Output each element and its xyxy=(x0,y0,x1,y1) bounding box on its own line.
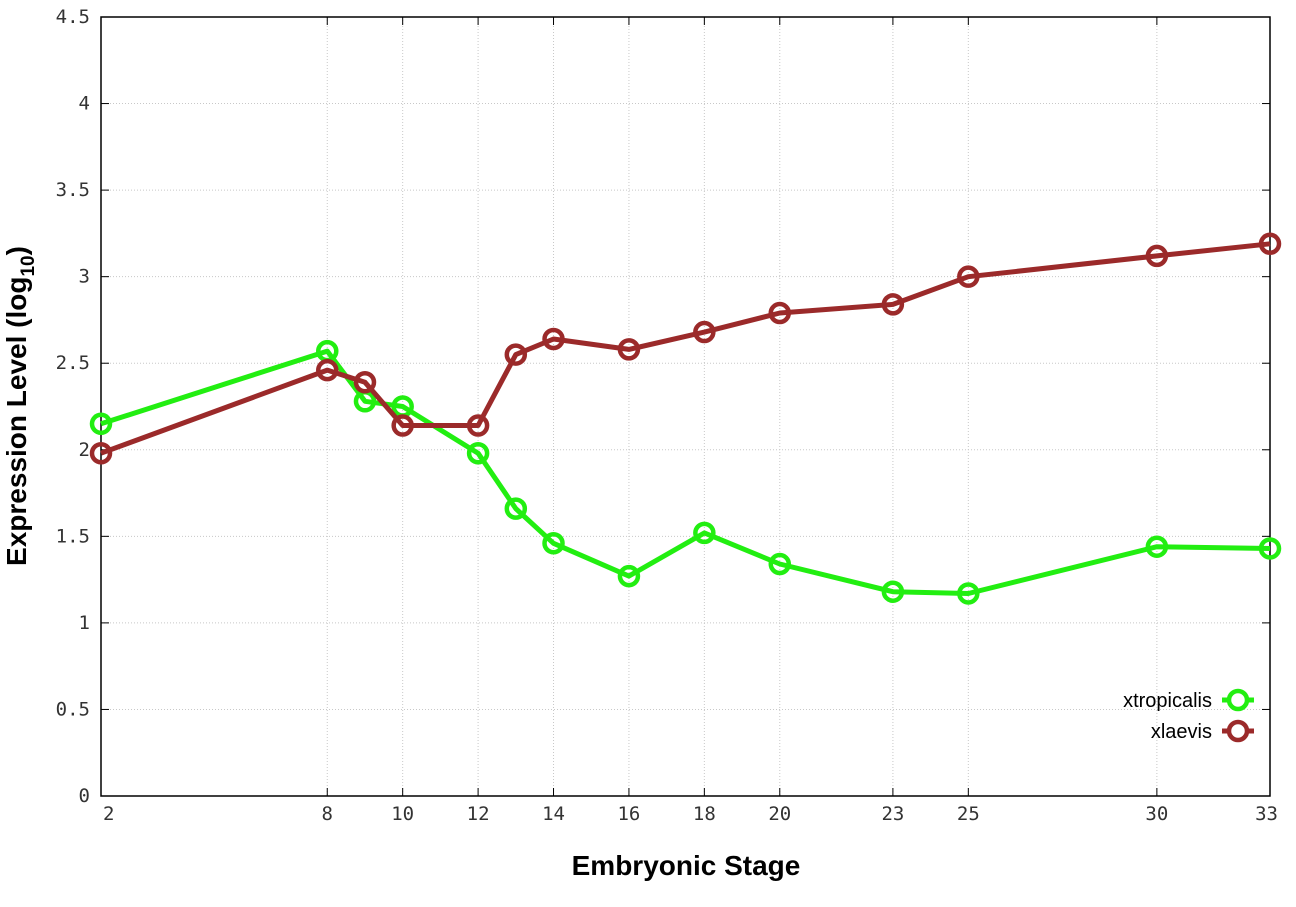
data-point xyxy=(617,338,641,361)
data-point xyxy=(957,582,980,605)
legend-marker xyxy=(1226,688,1250,712)
data-point xyxy=(768,552,792,576)
y-axis-title: Expression Level (log10) xyxy=(1,246,39,566)
data-point xyxy=(89,412,113,436)
x-axis-title: Embryonic Stage xyxy=(572,850,801,881)
data-point xyxy=(957,265,980,288)
x-tick-label: 20 xyxy=(768,803,791,825)
data-point xyxy=(316,358,339,382)
y-tick-label: 2.5 xyxy=(56,352,90,374)
y-axis-title-main: Expression Level (log xyxy=(1,277,32,566)
series-layer xyxy=(89,232,1282,605)
data-point xyxy=(542,327,565,351)
y-tick-label: 2 xyxy=(79,439,90,461)
y-tick-label: 0.5 xyxy=(56,698,90,720)
data-point xyxy=(1258,232,1282,256)
data-point xyxy=(1145,244,1169,268)
ticks-layer: 0 0.5 1 1.5 2 2.5 3 3.5 4 4.5 2 8 10 12 14 16 18 20 23 25 30… xyxy=(56,6,1278,825)
grid-layer xyxy=(101,17,1270,796)
x-tick-label: 18 xyxy=(693,803,716,825)
legend-item-xlaevis: xlaevis xyxy=(1151,719,1254,743)
y-tick-label: 0 xyxy=(79,785,90,807)
x-tick-label: 16 xyxy=(617,803,640,825)
series-xtropicalis xyxy=(89,339,1282,605)
data-point xyxy=(1145,535,1169,558)
data-point xyxy=(768,301,792,325)
data-point xyxy=(1258,537,1282,560)
x-tick-label: 23 xyxy=(881,803,904,825)
series-xlaevis xyxy=(89,232,1282,465)
y-tick-label: 3.5 xyxy=(56,179,90,201)
y-tick-label: 4 xyxy=(79,93,90,115)
x-tick-label: 30 xyxy=(1145,803,1168,825)
x-tick-label: 12 xyxy=(467,803,490,825)
series-line xyxy=(100,241,1271,456)
x-tick-label: 33 xyxy=(1255,803,1278,825)
data-point xyxy=(391,414,414,437)
x-tick-label: 10 xyxy=(391,803,414,825)
x-tick-label: 8 xyxy=(322,803,333,825)
y-tick-label: 1.5 xyxy=(56,525,90,547)
data-point xyxy=(504,497,528,520)
data-point xyxy=(89,441,113,465)
x-tick-label: 2 xyxy=(103,803,114,825)
data-point xyxy=(693,320,716,344)
data-point xyxy=(504,343,528,366)
data-point xyxy=(316,339,339,363)
legend-label: xlaevis xyxy=(1151,721,1212,743)
legend-marker xyxy=(1226,719,1250,743)
data-point xyxy=(466,414,490,437)
data-point xyxy=(617,564,641,588)
legend-label: xtropicalis xyxy=(1123,690,1212,712)
y-axis-title-subscript: 10 xyxy=(18,255,39,276)
data-point xyxy=(881,293,905,316)
data-point xyxy=(353,371,377,394)
data-point xyxy=(353,390,377,413)
data-point xyxy=(391,395,414,418)
plot-frame xyxy=(100,16,1271,797)
legend: xtropicalis xlaevis xyxy=(1123,688,1254,743)
series-line xyxy=(100,348,1271,596)
y-axis-title-close: ) xyxy=(1,246,32,255)
x-tick-label: 14 xyxy=(542,803,565,825)
x-tick-label: 25 xyxy=(957,803,980,825)
y-tick-label: 1 xyxy=(79,612,90,634)
y-tick-label: 4.5 xyxy=(56,6,90,28)
legend-item-xtropicalis: xtropicalis xyxy=(1123,688,1254,712)
data-point xyxy=(542,532,565,555)
data-point xyxy=(466,441,490,465)
y-tick-label: 3 xyxy=(79,266,90,288)
data-point xyxy=(693,521,716,545)
data-point xyxy=(881,580,905,603)
